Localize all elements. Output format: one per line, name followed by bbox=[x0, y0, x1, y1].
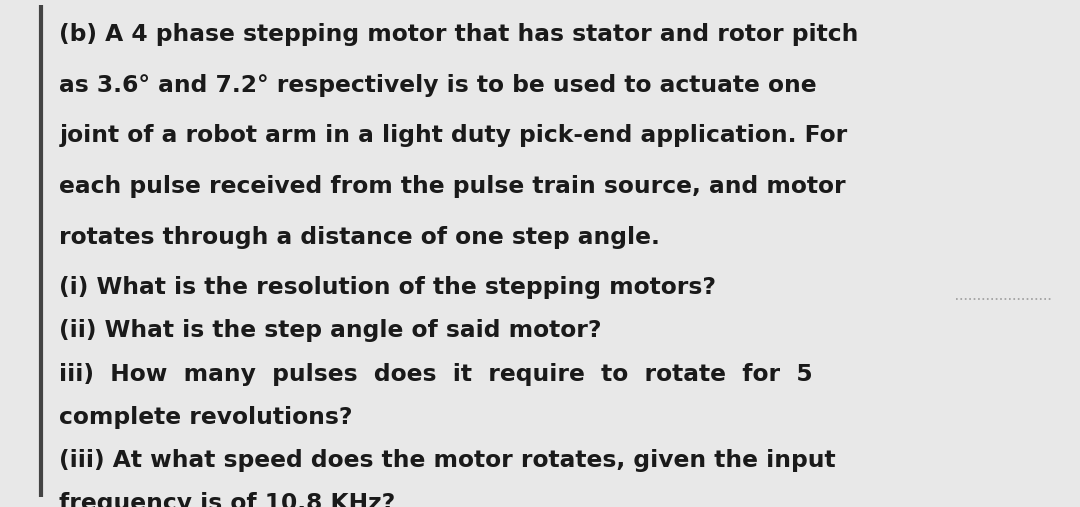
Text: frequency is of 10.8 KHz?: frequency is of 10.8 KHz? bbox=[59, 492, 395, 507]
Text: as 3.6° and 7.2° respectively is to be used to actuate one: as 3.6° and 7.2° respectively is to be u… bbox=[59, 74, 818, 96]
Text: (iii) At what speed does the motor rotates, given the input: (iii) At what speed does the motor rotat… bbox=[59, 449, 836, 472]
Text: (b) A 4 phase stepping motor that has stator and rotor pitch: (b) A 4 phase stepping motor that has st… bbox=[59, 23, 859, 46]
Text: iii)  How  many  pulses  does  it  require  to  rotate  for  5: iii) How many pulses does it require to … bbox=[59, 363, 813, 385]
Text: (i) What is the resolution of the stepping motors?: (i) What is the resolution of the steppi… bbox=[59, 276, 716, 299]
Text: (ii) What is the step angle of said motor?: (ii) What is the step angle of said moto… bbox=[59, 319, 602, 342]
Text: joint of a robot arm in a light duty pick-end application. For: joint of a robot arm in a light duty pic… bbox=[59, 124, 848, 147]
Text: rotates through a distance of one step angle.: rotates through a distance of one step a… bbox=[59, 226, 660, 248]
Text: complete revolutions?: complete revolutions? bbox=[59, 406, 353, 428]
Text: each pulse received from the pulse train source, and motor: each pulse received from the pulse train… bbox=[59, 175, 846, 198]
